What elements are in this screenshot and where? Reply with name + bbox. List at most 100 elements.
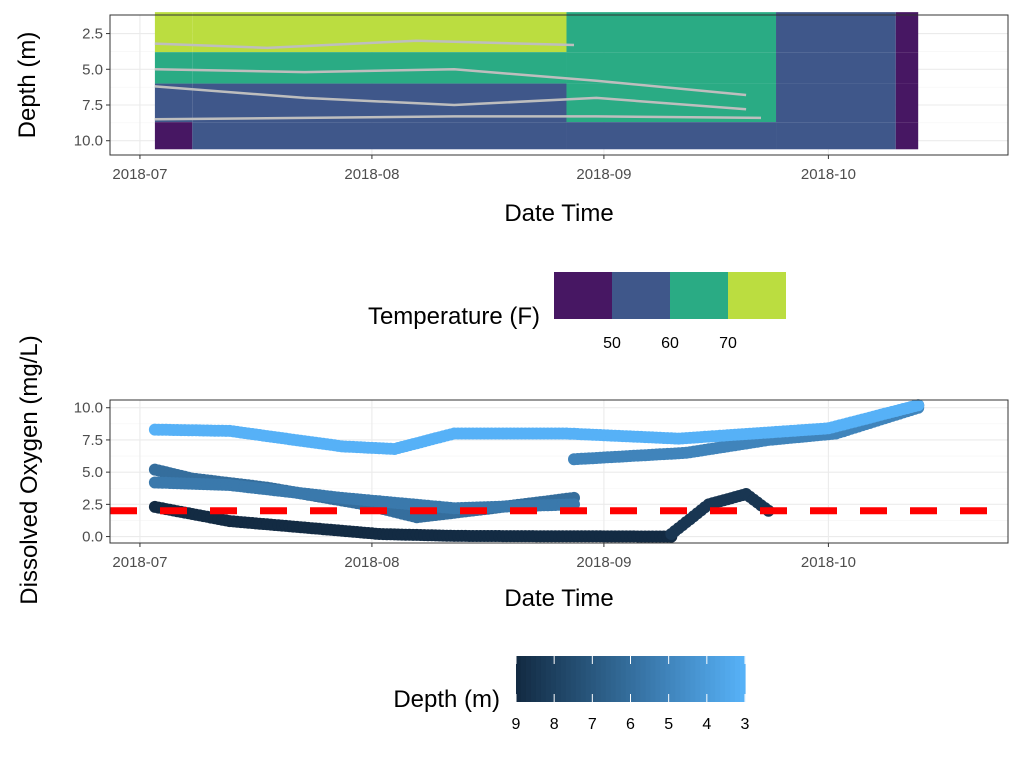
y-tick-label: 7.5 <box>82 432 103 449</box>
colorbar-segment <box>535 656 542 702</box>
y-tick-label: 2.5 <box>82 496 103 513</box>
legend-label: 60 <box>661 335 679 352</box>
heatmap-cell <box>895 83 919 123</box>
plot-border <box>109 14 1009 156</box>
dissolved-oxygen-chart: 0.02.55.07.510.0 2018-07 2018-08 2018-09 20… <box>16 335 1009 612</box>
colorbar-segment <box>740 656 746 702</box>
colorbar-segment <box>685 656 691 702</box>
colorbar-segment <box>520 656 527 702</box>
colorbar-segment <box>710 656 716 702</box>
colorbar-segment <box>695 656 701 702</box>
colorbar-segment <box>655 656 661 702</box>
y-tick-label: 5.0 <box>82 61 103 78</box>
heatmap-cell <box>566 12 777 53</box>
colorbar-segment <box>680 656 686 702</box>
heatmap-cell <box>895 52 919 84</box>
temperature-heatmap-chart: 2.5 5.0 7.5 10.0 2018-07 2018-08 2018-09 2018-… <box>14 12 1009 227</box>
legend-colorbar <box>516 656 746 702</box>
colorbar-segment <box>650 656 656 702</box>
colorbar-segment <box>595 656 602 702</box>
x-axis-ticks: 2018-07 2018-08 2018-09 2018-10 <box>112 155 856 183</box>
x-tick-label: 2018-08 <box>344 554 399 571</box>
colorbar-segment <box>635 656 642 702</box>
colorbar-segment <box>735 656 741 702</box>
legend-title: Temperature (F) <box>368 303 540 330</box>
contour-line <box>154 68 747 97</box>
colorbar-segment <box>545 656 552 702</box>
colorbar-segment <box>585 656 592 702</box>
scatter-point <box>912 399 925 412</box>
heatmap-cell <box>776 12 896 53</box>
x-axis-ticks: 2018-07 2018-08 2018-09 2018-10 <box>112 543 856 571</box>
colorbar-segment <box>580 656 587 702</box>
y-axis-ticks: 2.5 5.0 7.5 10.0 <box>74 26 110 150</box>
colorbar-segment <box>600 656 607 702</box>
legend-labels: 9 8 7 6 5 4 3 <box>512 656 750 733</box>
colorbar-segment <box>665 656 671 702</box>
heatmap-cell <box>154 52 193 84</box>
colorbar-segment <box>565 656 572 702</box>
legend-label: 4 <box>702 716 711 733</box>
heatmap-cell <box>776 122 896 150</box>
colorbar-segment <box>715 656 721 702</box>
y-tick-label: 7.5 <box>82 97 103 114</box>
heatmap-cell <box>154 122 193 150</box>
colorbar-segment <box>720 656 726 702</box>
contour-line <box>154 115 762 121</box>
heatmap-cell <box>192 12 567 53</box>
legend-label: 70 <box>719 335 737 352</box>
legend-keys: 50 60 70 <box>554 272 786 352</box>
legend-title: Depth (m) <box>393 686 500 713</box>
x-tick-label: 2018-07 <box>112 554 167 571</box>
heatmap-cell <box>192 122 567 150</box>
colorbar-segment <box>625 656 632 702</box>
heatmap-cell <box>776 83 896 123</box>
y-tick-label: 2.5 <box>82 26 103 43</box>
heatmap-cell <box>895 12 919 53</box>
legend-label: 5 <box>664 716 673 733</box>
colorbar-segment <box>660 656 666 702</box>
x-tick-label: 2018-07 <box>112 166 167 183</box>
colorbar-segment <box>540 656 547 702</box>
x-axis-title: Date Time <box>504 200 613 227</box>
colorbar-segment <box>675 656 681 702</box>
heatmap-cell <box>566 52 777 84</box>
depth-legend: Depth (m) 9 8 7 6 5 4 3 <box>393 656 750 733</box>
colorbar-segment <box>620 656 627 702</box>
heatmap-cell <box>154 12 193 53</box>
colorbar-segment <box>610 656 617 702</box>
legend-label: 7 <box>588 716 597 733</box>
contour-line <box>154 85 747 111</box>
x-tick-label: 2018-09 <box>576 554 631 571</box>
colorbar-segment <box>630 656 637 702</box>
y-tick-label: 5.0 <box>82 464 103 481</box>
legend-key <box>612 272 670 319</box>
legend-label: 9 <box>512 716 521 733</box>
temperature-legend: Temperature (F) 50 60 70 <box>368 272 786 352</box>
colorbar-segment <box>670 656 676 702</box>
legend-label: 50 <box>603 335 621 352</box>
x-axis-title: Date Time <box>504 585 613 612</box>
colorbar-segment <box>645 656 652 702</box>
y-tick-label: 0.0 <box>82 529 103 546</box>
y-axis-ticks: 0.0 2.5 5.0 7.5 10.0 <box>74 400 110 546</box>
colorbar-segment <box>530 656 537 702</box>
colorbar-segment <box>560 656 567 702</box>
heatmap-cell <box>776 52 896 84</box>
legend-key <box>670 272 728 319</box>
colorbar-segment <box>555 656 562 702</box>
heatmap-cell <box>566 122 777 150</box>
plot-border <box>109 399 1009 544</box>
colorbar-segment <box>570 656 577 702</box>
colorbar-segment <box>640 656 647 702</box>
colorbar-segment <box>605 656 612 702</box>
y-axis-title: Dissolved Oxygen (mg/L) <box>16 335 43 604</box>
legend-label: 8 <box>550 716 559 733</box>
x-tick-label: 2018-10 <box>801 166 856 183</box>
y-tick-label: 10.0 <box>74 400 103 417</box>
colorbar-segment <box>700 656 706 702</box>
y-tick-label: 10.0 <box>74 133 103 150</box>
contour-lines <box>154 39 762 121</box>
contour-line <box>154 39 575 50</box>
